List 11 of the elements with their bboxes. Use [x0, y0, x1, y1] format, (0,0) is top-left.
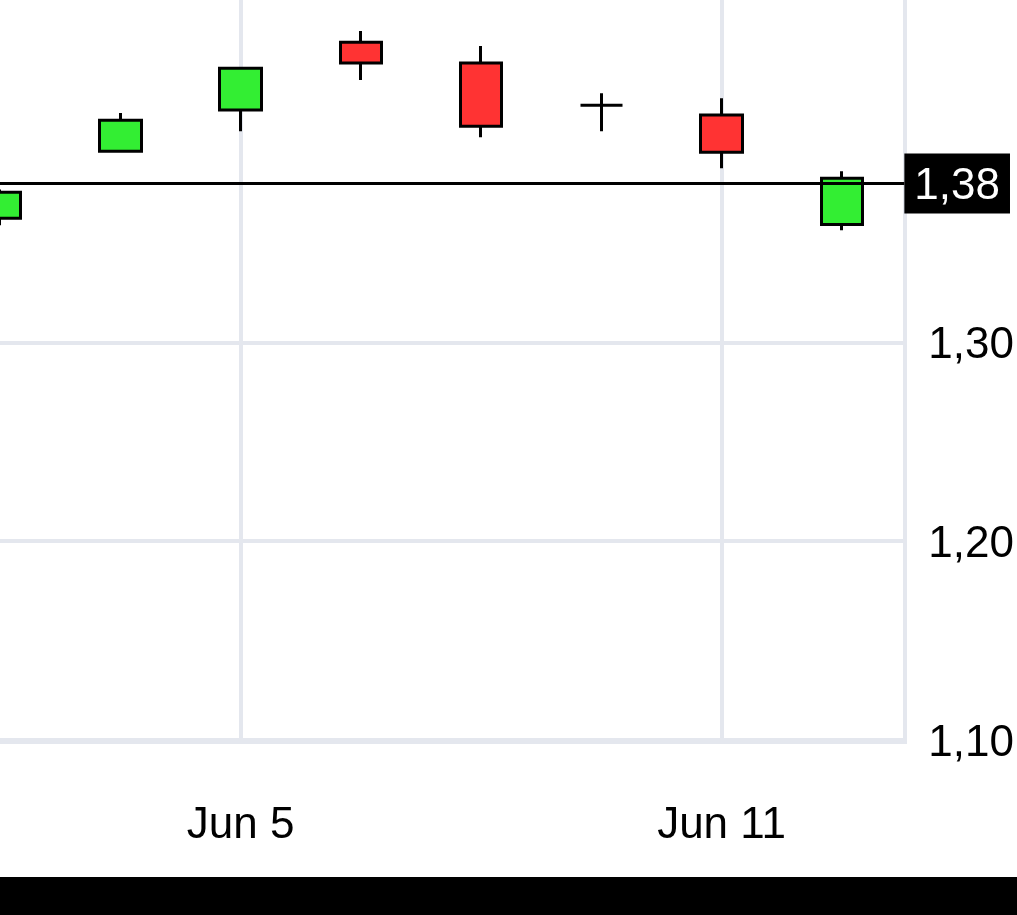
- ref-line-label: 1,38: [914, 158, 1000, 208]
- x-tick-label: Jun 5: [186, 797, 295, 847]
- x-tick-label: Jun 11: [657, 797, 786, 847]
- candlestick: [339, 31, 383, 81]
- candlestick: [579, 93, 624, 132]
- candlestick: [699, 98, 744, 169]
- y-tick-label: 1,20: [928, 516, 1014, 566]
- y-tick-label: 1,30: [928, 317, 1014, 367]
- y-tick-label: 1,10: [928, 715, 1014, 765]
- candlestick: [459, 46, 503, 138]
- candlestick: [98, 113, 143, 153]
